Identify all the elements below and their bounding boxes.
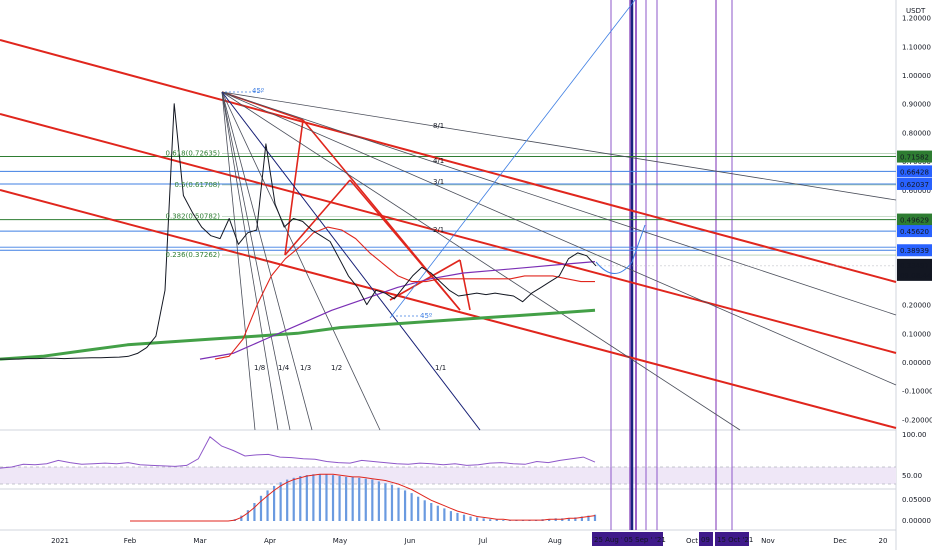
date-label: 09 — [701, 536, 710, 544]
macd-tick-label: 0.05000 — [902, 496, 931, 504]
angle-label: 45º — [420, 312, 432, 320]
fib-label: 0.5(0.61708) — [174, 181, 220, 189]
gann-fan-line — [221, 91, 313, 431]
fan-label: 8/1 — [433, 122, 444, 130]
time-tick-label: Feb — [124, 537, 137, 545]
date-label-bg — [699, 532, 713, 546]
ma-short-line — [214, 226, 595, 360]
price-level-tag-label: 0.45620 — [900, 228, 929, 236]
channel-line — [0, 189, 897, 429]
date-label: '21 — [655, 536, 666, 544]
fan-label: 1/8 — [254, 364, 265, 372]
time-tick-label: Oct — [686, 537, 698, 545]
rsi-band — [0, 467, 896, 484]
gann-fan-line — [221, 91, 381, 431]
price-line — [0, 103, 597, 360]
time-tick-label: Jun — [404, 537, 416, 545]
rsi-line — [0, 436, 596, 469]
price-level-tag — [897, 213, 932, 226]
time-tick-label: 20 — [879, 537, 888, 545]
time-tick-label: Aug — [548, 537, 562, 545]
fib-label: 0.236(0.37262) — [166, 251, 221, 259]
price-tick-label: 0.10000 — [902, 330, 931, 338]
price-tick-label: -0.10000 — [902, 388, 932, 396]
price-level-tag-label: 0.66428 — [900, 168, 929, 176]
date-label-bg — [653, 532, 663, 546]
price-level-tag-label: 0.49629 — [900, 217, 929, 225]
fan-label: 2/1 — [433, 226, 444, 234]
projection-line — [389, 0, 636, 319]
price-tick-label: 1.00000 — [902, 72, 931, 80]
price-level-tag — [897, 165, 932, 178]
date-label: 05 Sep '21 — [624, 536, 661, 544]
date-label-bg — [715, 532, 749, 546]
time-tick-label: Nov — [761, 537, 775, 545]
gann-fan-line — [221, 91, 897, 386]
price-level-tag — [897, 150, 932, 163]
price-tick-label: 0.20000 — [902, 302, 931, 310]
price-level-tag-label: 0.71582 — [900, 154, 929, 162]
fan-label: 4/1 — [433, 157, 444, 165]
pattern-line — [349, 179, 461, 311]
time-tick-label: Mar — [193, 537, 206, 545]
price-level-tag — [897, 177, 932, 190]
ma-mid-line — [199, 261, 596, 360]
fan-label: 1/4 — [278, 364, 290, 372]
price-tick-label: 0.00000 — [902, 359, 931, 367]
price-tick-label: 0.90000 — [902, 101, 931, 109]
price-level-tag-label: 0.62037 — [900, 181, 929, 189]
channel-line — [0, 113, 897, 354]
time-tick-label: Apr — [264, 537, 276, 545]
time-tick-label: Dec — [833, 537, 847, 545]
ma-long-line — [0, 308, 596, 361]
price-tick-label: -0.20000 — [902, 416, 932, 424]
gann-fan-line — [221, 91, 291, 431]
pattern-line — [459, 259, 471, 311]
gann-fan-line — [221, 91, 897, 316]
current-price-label: 0.33497 — [900, 262, 929, 270]
price-tick-label: 1.10000 — [902, 43, 931, 51]
fan-label: 1/2 — [331, 364, 342, 372]
rsi-tick-label: 50.00 — [902, 472, 922, 480]
fan-label: 1/1 — [435, 364, 446, 372]
signal-line — [130, 473, 596, 522]
price-level-tag — [897, 225, 932, 238]
time-tick-label: May — [333, 537, 347, 545]
macd-tick-label: 0.00000 — [902, 517, 931, 525]
date-label-bg — [622, 532, 658, 546]
date-label: 25 Aug '21 — [594, 536, 632, 544]
price-level-tag — [897, 244, 932, 257]
gann-fan-line — [221, 91, 741, 431]
currency-label: USDT — [906, 7, 926, 15]
channel-line — [0, 39, 897, 283]
fib-label: 0.382(0.50782) — [166, 212, 221, 220]
date-label: 15 Oct '21 — [717, 536, 753, 544]
time-tick-label: Jul — [478, 537, 488, 545]
angle-label: 45º — [252, 87, 264, 95]
fan-label: 3/1 — [433, 178, 444, 186]
gann-fan-line — [221, 91, 279, 431]
fan-label: 1/3 — [300, 364, 311, 372]
gann-fan-line — [221, 91, 256, 431]
current-price-tag — [897, 258, 932, 281]
countdown-label: 09:08:44 — [900, 272, 932, 280]
gann-fan-line — [221, 91, 897, 201]
time-tick-label: 2021 — [51, 537, 69, 545]
rsi-tick-label: 100.00 — [902, 431, 927, 439]
projection-curve — [595, 224, 646, 274]
price-tick-label: 0.60000 — [902, 187, 931, 195]
price-tick-label: 1.20000 — [902, 15, 931, 23]
fib-label: 0.618(0.72635) — [166, 150, 221, 158]
price-level-tag-label: 0.38939 — [900, 247, 929, 255]
price-tick-label: 0.80000 — [902, 129, 931, 137]
